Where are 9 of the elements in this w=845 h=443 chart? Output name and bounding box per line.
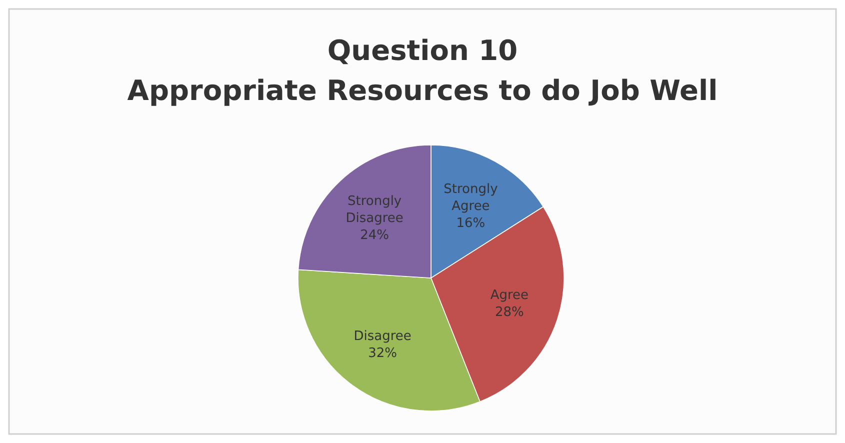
data-label: 32% (368, 346, 397, 361)
data-label: 28% (494, 304, 524, 320)
slice-label: Strongly Disagree (346, 193, 404, 226)
chart-title: Question 10 Appropriate Resources to do Job Well (127, 34, 718, 107)
slice-label: Strongly Agree (444, 181, 498, 214)
slice-label: Agree (490, 288, 529, 303)
data-label: 16% (456, 215, 486, 230)
slice-label: Disagree (354, 328, 412, 344)
data-label: 24% (360, 227, 390, 242)
